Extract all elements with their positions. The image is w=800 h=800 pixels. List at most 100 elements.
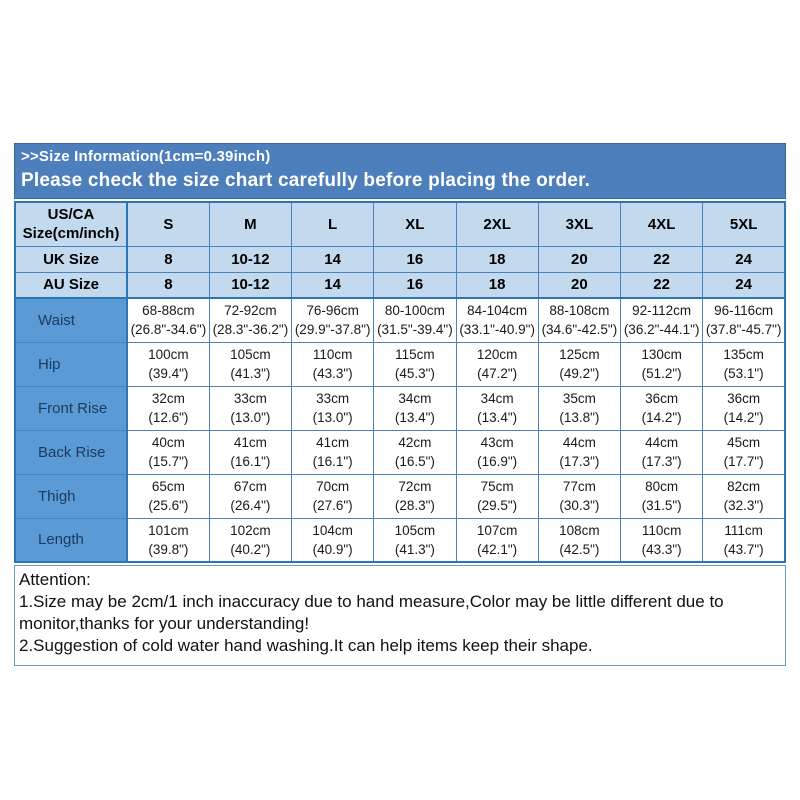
- back-rise-value: 45cm (17.7"): [702, 429, 786, 475]
- corner-header: US/CA Size(cm/inch): [14, 201, 128, 247]
- corner-header-line: US/CA: [47, 206, 95, 224]
- value-inch: (40.2"): [230, 541, 271, 557]
- back-rise-value: 41cm (16.1"): [208, 429, 293, 475]
- value-inch: (16.9"): [477, 454, 518, 469]
- hip-value: 100cm (39.4"): [126, 341, 210, 387]
- waist-label: Waist: [14, 297, 128, 343]
- hip-label: Hip: [14, 341, 128, 387]
- value-cm: 36cm: [727, 391, 761, 406]
- length-value: 105cm (41.3"): [373, 517, 457, 563]
- thigh-label: Thigh: [14, 473, 128, 519]
- front-rise-value: 35cm (13.8"): [537, 385, 622, 431]
- value-cm: 105cm: [394, 522, 436, 538]
- value-inch: (43.3"): [641, 541, 682, 557]
- uk-size-row-value: 18: [455, 245, 539, 273]
- value-inch: (13.4"): [394, 410, 435, 425]
- value-inch: (32.3"): [723, 498, 764, 513]
- waist-row: Waist 68-88cm (26.8"-34.6") 72-92cm (28.3"-3…: [14, 297, 786, 343]
- length-label: Length: [14, 517, 128, 563]
- uk-size-row-value: 24: [702, 245, 786, 273]
- back-rise-value: 43cm (16.9"): [455, 429, 539, 475]
- value-cm: 102cm: [230, 522, 271, 538]
- value-inch: (33.1"-40.9"): [459, 322, 535, 338]
- value-cm: 92-112cm: [632, 303, 692, 319]
- value-cm: 125cm: [559, 347, 600, 362]
- value-cm: 108cm: [559, 522, 600, 538]
- value-cm: 72-92cm: [224, 303, 277, 319]
- thigh-value: 72cm (28.3"): [373, 473, 457, 519]
- value-cm: 84-104cm: [467, 303, 528, 319]
- value-cm: 72cm: [398, 479, 432, 494]
- front-rise-value: 34cm (13.4"): [373, 385, 457, 431]
- value-cm: 43cm: [480, 435, 514, 450]
- value-cm: 107cm: [476, 522, 518, 538]
- value-cm: 36cm: [645, 391, 679, 406]
- value-inch: (26.4"): [230, 498, 271, 513]
- waist-value: 80-100cm (31.5"-39.4"): [373, 297, 457, 343]
- value-cm: 32cm: [151, 391, 185, 406]
- au-size-row-value: 20: [537, 271, 622, 299]
- hip-value: 110cm (43.3"): [290, 341, 375, 387]
- size-column-header: 5XL: [702, 201, 786, 247]
- length-row: Length 101cm (39.8") 102cm (40.2") 104cm (40.9…: [14, 517, 786, 563]
- value-cm: 42cm: [398, 435, 432, 450]
- size-information-title: >>Size Information(1cm=0.39inch): [21, 148, 271, 165]
- value-inch: (49.2"): [559, 366, 600, 381]
- uk-size-row-value: 8: [126, 245, 210, 273]
- value-inch: (45.3"): [394, 366, 435, 381]
- value-cm: 41cm: [316, 435, 350, 450]
- hip-value: 115cm (45.3"): [373, 341, 457, 387]
- value-inch: (41.3"): [230, 366, 271, 381]
- value-inch: (13.0"): [230, 410, 271, 425]
- waist-value: 96-116cm (37.8"-45.7"): [702, 297, 786, 343]
- value-cm: 33cm: [233, 391, 267, 406]
- value-inch: (53.1"): [723, 366, 764, 381]
- size-header-row: US/CA Size(cm/inch) S M L XL 2XL 3XL 4XL 5XL: [14, 201, 786, 247]
- size-column-header: 2XL: [455, 201, 539, 247]
- value-inch: (17.3"): [559, 454, 600, 469]
- au-size-row-value: 8: [126, 271, 210, 299]
- value-cm: 104cm: [312, 522, 353, 538]
- value-inch: (27.6"): [312, 498, 353, 513]
- value-inch: (31.5"): [641, 498, 682, 513]
- hip-row: Hip 100cm (39.4") 105cm (41.3") 110cm (43.3") 1…: [14, 341, 786, 387]
- value-cm: 82cm: [727, 479, 761, 494]
- size-chart-notice: Please check the size chart carefully be…: [21, 170, 591, 191]
- waist-value: 88-108cm (34.6"-42.5"): [537, 297, 622, 343]
- thigh-value: 82cm (32.3"): [702, 473, 786, 519]
- value-cm: 44cm: [645, 435, 679, 450]
- au-size-row-value: 16: [373, 271, 457, 299]
- front-rise-value: 36cm (14.2"): [619, 385, 704, 431]
- value-cm: 44cm: [562, 435, 596, 450]
- length-value: 111cm (43.7"): [702, 517, 786, 563]
- front-rise-value: 32cm (12.6"): [126, 385, 210, 431]
- header-band: >>Size Information(1cm=0.39inch) Please …: [14, 143, 786, 199]
- au-size-row-value: 24: [702, 271, 786, 299]
- hip-value: 125cm (49.2"): [537, 341, 622, 387]
- value-cm: 80cm: [645, 479, 679, 494]
- thigh-value: 67cm (26.4"): [208, 473, 293, 519]
- length-value: 102cm (40.2"): [208, 517, 293, 563]
- front-rise-label: Front Rise: [14, 385, 128, 431]
- value-cm: 96-116cm: [714, 303, 774, 319]
- size-table: US/CA Size(cm/inch) S M L XL 2XL 3XL 4XL 5XL UK Si…: [14, 201, 786, 563]
- value-inch: (36.2"-44.1"): [623, 322, 700, 338]
- waist-value: 76-96cm (29.9"-37.8"): [290, 297, 375, 343]
- value-inch: (26.8"-34.6"): [130, 322, 207, 338]
- value-cm: 34cm: [480, 391, 514, 406]
- waist-value: 84-104cm (33.1"-40.9"): [455, 297, 539, 343]
- value-inch: (13.0"): [312, 410, 353, 425]
- back-rise-row: Back Rise 40cm (15.7") 41cm (16.1") 41cm (16.1…: [14, 429, 786, 475]
- value-inch: (29.9"-37.8"): [294, 322, 371, 338]
- attention-line-2: 2.Suggestion of cold water hand washing.…: [19, 636, 593, 655]
- value-inch: (12.6"): [148, 410, 189, 425]
- value-cm: 111cm: [724, 522, 763, 538]
- value-inch: (47.2"): [477, 366, 518, 381]
- thigh-value: 75cm (29.5"): [455, 473, 539, 519]
- value-inch: (16.1"): [230, 454, 271, 469]
- value-cm: 33cm: [316, 391, 350, 406]
- value-cm: 75cm: [480, 479, 514, 494]
- value-cm: 40cm: [151, 435, 185, 450]
- value-inch: (13.4"): [477, 410, 518, 425]
- value-inch: (41.3"): [394, 541, 435, 557]
